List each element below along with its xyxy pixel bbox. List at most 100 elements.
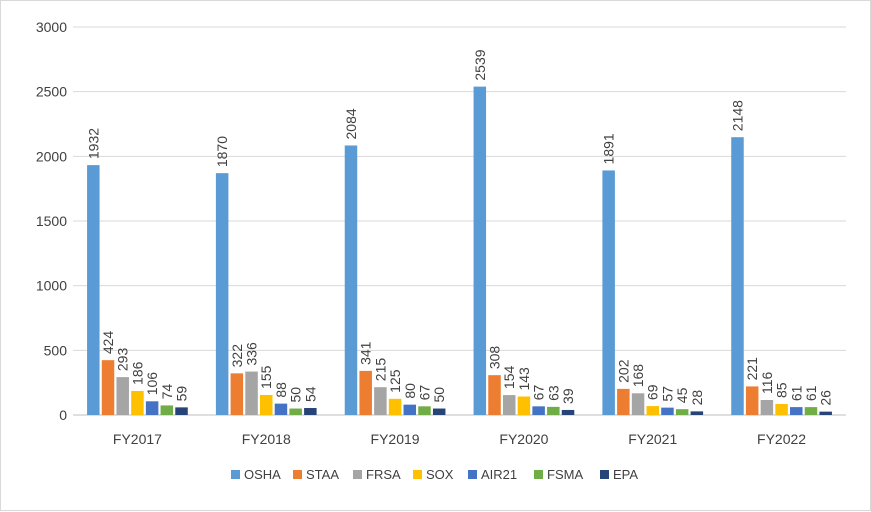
data-label: 424	[100, 331, 116, 355]
legend-label-epa: EPA	[613, 467, 638, 482]
bars	[87, 86, 832, 415]
x-tick-label: FY2018	[242, 431, 291, 447]
data-label: 341	[358, 341, 374, 365]
x-tick-label: FY2017	[113, 431, 162, 447]
bar-air21-fy2020	[532, 406, 545, 415]
bar-air21-fy2018	[274, 403, 288, 415]
legend-swatch-sox	[413, 470, 422, 479]
bar-frsa-fy2022	[760, 399, 774, 415]
bar-sox-fy2019	[388, 398, 402, 415]
data-label: 202	[615, 359, 631, 383]
data-label: 106	[144, 372, 160, 396]
bar-sox-fy2017	[131, 390, 144, 415]
bar-fsma-fy2018	[289, 408, 302, 415]
bar-frsa-fy2019	[374, 387, 387, 415]
bar-staa-fy2021	[617, 388, 630, 415]
data-label: 322	[229, 344, 245, 368]
x-axis: FY2017 FY2018 FY2019 FY2020 FY2021 FY2022	[113, 431, 806, 447]
data-label: 186	[129, 361, 145, 385]
bar-staa-fy2017	[101, 360, 115, 415]
y-tick-label: 1500	[36, 213, 67, 229]
y-tick-label: 500	[44, 342, 68, 358]
bar-staa-fy2022	[745, 386, 759, 415]
y-tick-label: 1000	[36, 278, 67, 294]
data-labels: 1932424293186106745918703223361558850542…	[85, 49, 833, 405]
legend-swatch-fsma	[534, 470, 543, 479]
x-tick-label: FY2022	[757, 431, 806, 447]
data-label: 61	[803, 385, 819, 401]
bar-osha-fy2022	[731, 137, 744, 415]
legend-label-osha: OSHA	[244, 467, 281, 482]
bar-staa-fy2018	[230, 373, 244, 415]
data-label: 54	[302, 386, 318, 402]
bar-fsma-fy2021	[675, 409, 689, 415]
data-label: 28	[689, 390, 705, 406]
bar-fsma-fy2022	[804, 407, 818, 415]
bar-osha-fy2019	[344, 145, 358, 415]
data-label: 1932	[85, 128, 101, 159]
data-label: 63	[545, 385, 561, 401]
data-label: 26	[818, 390, 834, 406]
bar-fsma-fy2020	[547, 406, 560, 415]
data-label: 221	[744, 357, 760, 381]
data-label: 155	[258, 365, 274, 389]
data-label: 154	[501, 366, 517, 390]
bar-osha-fy2018	[215, 173, 229, 415]
y-tick-label: 2500	[36, 84, 67, 100]
data-label: 57	[659, 386, 675, 402]
data-label: 308	[487, 346, 503, 370]
legend-label-sox: SOX	[426, 467, 454, 482]
legend-swatch-osha	[231, 470, 240, 479]
y-tick-label: 3000	[36, 19, 67, 35]
data-label: 215	[372, 358, 388, 382]
legend-label-air21: AIR21	[481, 467, 517, 482]
bar-epa-fy2017	[175, 407, 188, 415]
data-label: 67	[531, 385, 547, 401]
bar-frsa-fy2020	[502, 395, 516, 415]
gridlines	[73, 26, 846, 416]
data-label: 50	[431, 387, 447, 403]
data-label: 336	[244, 342, 260, 366]
bar-epa-fy2021	[690, 411, 704, 415]
bar-osha-fy2020	[473, 86, 487, 415]
data-label: 80	[402, 383, 418, 399]
x-tick-label: FY2019	[371, 431, 420, 447]
legend: OSHA STAA FRSA SOX AIR21 FSMA EPA	[231, 467, 638, 482]
data-label: 74	[159, 384, 175, 400]
data-label: 293	[115, 348, 131, 372]
bar-sox-fy2022	[775, 404, 788, 415]
y-axis: 0 500 1000 1500 2000 2500 3000	[36, 19, 67, 423]
x-tick-label: FY2021	[628, 431, 677, 447]
bar-frsa-fy2021	[631, 393, 645, 415]
legend-label-fsma: FSMA	[547, 467, 583, 482]
bar-fsma-fy2019	[418, 406, 431, 415]
bar-sox-fy2021	[646, 406, 659, 415]
bar-epa-fy2019	[432, 408, 446, 415]
data-label: 168	[630, 364, 646, 388]
data-label: 88	[273, 382, 289, 398]
bar-staa-fy2019	[359, 370, 372, 415]
bar-air21-fy2019	[403, 404, 417, 415]
bar-air21-fy2022	[790, 407, 803, 415]
bar-air21-fy2017	[145, 401, 159, 415]
data-label: 2084	[343, 108, 359, 139]
data-label: 69	[645, 384, 661, 400]
bar-sox-fy2020	[517, 396, 531, 415]
bar-air21-fy2021	[661, 407, 674, 415]
data-label: 85	[774, 382, 790, 398]
bar-epa-fy2020	[561, 409, 575, 415]
bar-frsa-fy2017	[116, 377, 129, 415]
bar-fsma-fy2017	[160, 405, 174, 415]
data-label: 2539	[472, 49, 488, 80]
data-label: 39	[560, 388, 576, 404]
bar-staa-fy2020	[488, 375, 501, 415]
data-label: 61	[788, 385, 804, 401]
bar-osha-fy2021	[602, 170, 615, 415]
data-label: 67	[416, 385, 432, 401]
data-label: 50	[288, 387, 304, 403]
bar-osha-fy2017	[87, 165, 100, 415]
data-label: 2148	[729, 100, 745, 131]
data-label: 45	[674, 387, 690, 403]
